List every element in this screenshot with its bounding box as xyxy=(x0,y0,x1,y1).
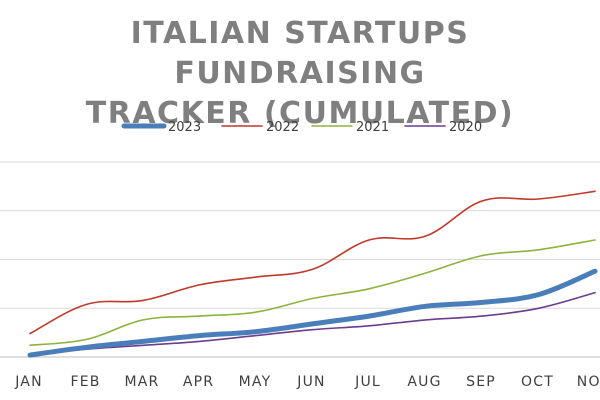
legend-label-2023: 2023 xyxy=(168,120,201,135)
x-tick-label: NOV xyxy=(577,374,600,390)
series-line-2020 xyxy=(29,291,596,356)
series-lines xyxy=(27,190,598,358)
x-tick-label: MAY xyxy=(239,374,272,390)
legend-label-2020: 2020 xyxy=(449,120,482,135)
x-axis: JAN FEB MAR APR MAY JUN JUL AUG SEP OCT NOV xyxy=(14,374,600,390)
legend-label-2022: 2022 xyxy=(266,120,299,135)
x-tick-label: APR xyxy=(183,374,214,390)
series-line-2021 xyxy=(29,239,596,347)
grid xyxy=(0,161,600,358)
x-tick-label: JAN xyxy=(14,374,43,390)
chart-title-line-1: ITALIAN STARTUPS FUNDRAISING xyxy=(130,16,470,91)
x-tick-label: FEB xyxy=(70,374,100,390)
series-line-2023 xyxy=(27,268,598,358)
x-tick-label: MAR xyxy=(125,374,160,390)
series-line-2022 xyxy=(29,190,596,335)
legend: 2023 2022 2021 2020 xyxy=(121,120,482,135)
x-tick-label: SEP xyxy=(466,374,496,390)
chart-title: ITALIAN STARTUPS FUNDRAISING TRACKER (CU… xyxy=(0,14,600,134)
x-tick-label: JUL xyxy=(354,374,381,390)
legend-label-2021: 2021 xyxy=(356,120,389,135)
x-tick-label: OCT xyxy=(521,374,554,390)
x-tick-label: AUG xyxy=(407,374,441,390)
x-tick-label: JUN xyxy=(296,374,325,390)
